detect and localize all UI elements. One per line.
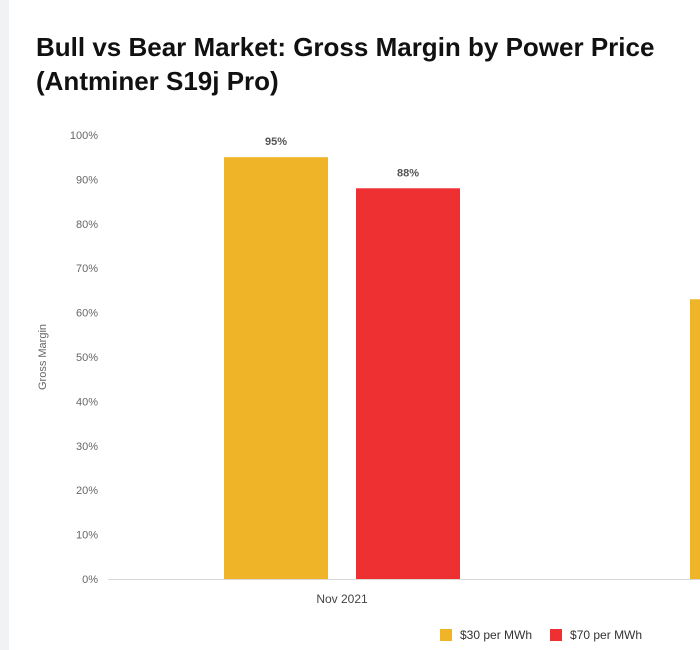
chart-title: Bull vs Bear Market: Gross Margin by Pow… bbox=[36, 30, 696, 98]
x-tick-label: Nov 2021 bbox=[316, 592, 368, 606]
y-axis-title: Gross Margin bbox=[37, 324, 49, 390]
chart-title-line-1: Bull vs Bear Market: Gross Margin by Pow… bbox=[36, 32, 655, 62]
bar bbox=[690, 299, 700, 579]
chart-title-line-2: (Antminer S19j Pro) bbox=[36, 66, 279, 96]
legend: $30 per MWh $70 per MWh bbox=[440, 626, 642, 644]
legend-item-30[interactable]: $30 per MWh bbox=[440, 628, 532, 642]
y-tick-label: 30% bbox=[76, 441, 98, 453]
bar bbox=[356, 188, 460, 579]
y-tick-label: 60% bbox=[76, 308, 98, 320]
legend-label-70: $70 per MWh bbox=[570, 628, 643, 642]
legend-swatch-30 bbox=[440, 629, 452, 641]
y-tick-label: 80% bbox=[76, 219, 98, 231]
legend-swatch-70 bbox=[550, 629, 563, 641]
legend-item-70[interactable]: $70 per MWh bbox=[550, 628, 642, 642]
y-tick-label: 50% bbox=[76, 352, 98, 364]
y-tick-label: 100% bbox=[70, 130, 98, 142]
legend-label-30: $30 per MWh bbox=[460, 628, 533, 642]
y-tick-label: 70% bbox=[76, 263, 98, 275]
data-label: 88% bbox=[397, 167, 419, 179]
y-tick-label: 0% bbox=[82, 574, 98, 586]
y-tick-label: 20% bbox=[76, 485, 98, 497]
y-tick-label: 40% bbox=[76, 396, 98, 408]
left-edge-strip bbox=[0, 0, 9, 650]
y-tick-label: 10% bbox=[76, 530, 98, 542]
y-tick-label: 90% bbox=[76, 174, 98, 186]
bar bbox=[224, 157, 328, 579]
data-label: 95% bbox=[265, 136, 287, 148]
